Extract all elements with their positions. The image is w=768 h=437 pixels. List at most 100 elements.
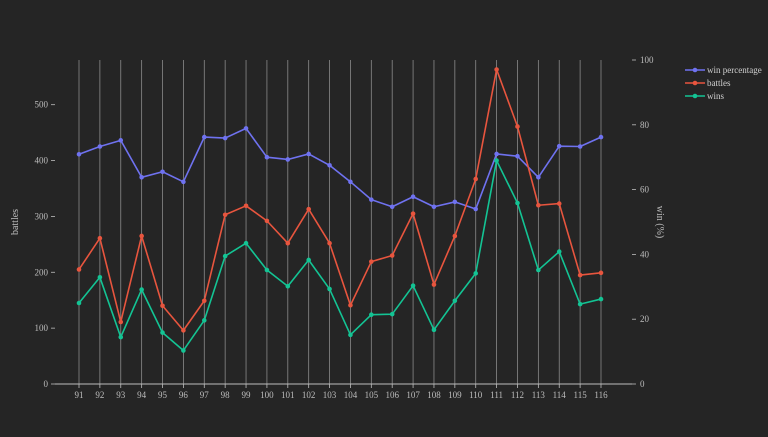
data-point-wins bbox=[181, 348, 186, 353]
x-tick-label: 112 bbox=[511, 390, 524, 400]
data-point-win-percentage bbox=[264, 154, 270, 160]
legend-item-battles: battles bbox=[685, 78, 731, 88]
y-axis-title: battles bbox=[10, 209, 21, 235]
data-point-win-percentage bbox=[536, 174, 541, 180]
data-point-win-percentage bbox=[76, 151, 82, 157]
data-point-battles bbox=[118, 319, 124, 325]
legend-marker-battles bbox=[692, 80, 698, 86]
data-point-wins bbox=[536, 267, 541, 273]
legend-label-wins: wins bbox=[707, 91, 725, 101]
data-point-wins bbox=[556, 249, 562, 254]
series-line-battles bbox=[78, 68, 602, 332]
data-point-wins bbox=[327, 286, 332, 292]
data-point-battles bbox=[431, 282, 437, 287]
series-battles bbox=[76, 67, 604, 333]
data-point-battles bbox=[139, 233, 144, 239]
x-tick-label: 108 bbox=[427, 390, 441, 400]
data-point-wins bbox=[431, 327, 437, 333]
data-point-win-percentage bbox=[222, 135, 228, 141]
data-point-win-percentage bbox=[598, 134, 604, 140]
data-point-wins bbox=[243, 240, 249, 246]
data-point-battles bbox=[389, 253, 395, 258]
data-point-battles bbox=[181, 328, 186, 333]
data-point-wins bbox=[515, 200, 520, 206]
data-point-wins bbox=[285, 283, 291, 289]
y2-tick-label: 100 bbox=[640, 55, 654, 65]
y2-tick-label: 20 bbox=[640, 314, 650, 324]
x-tick-label: 100 bbox=[260, 390, 274, 400]
x-tick-label: 110 bbox=[469, 390, 483, 400]
x-tick-label: 107 bbox=[406, 390, 420, 400]
data-point-battles bbox=[97, 235, 103, 241]
x-tick-label: 99 bbox=[242, 390, 252, 400]
x-tick-label: 92 bbox=[95, 390, 104, 400]
data-point-wins bbox=[410, 283, 416, 288]
y-tick-label: 400 bbox=[35, 156, 49, 166]
legend-marker-wins bbox=[692, 93, 698, 99]
legend-item-wins: wins bbox=[685, 91, 725, 101]
data-point-battles bbox=[369, 259, 374, 264]
data-point-battles bbox=[452, 233, 458, 239]
y2-tick-label: 0 bbox=[640, 379, 645, 389]
data-point-win-percentage bbox=[139, 174, 144, 180]
series-line-win-percentage bbox=[78, 127, 602, 210]
y-tick-label: 300 bbox=[35, 211, 49, 221]
data-point-wins bbox=[264, 267, 270, 273]
data-point-wins bbox=[494, 158, 499, 163]
x-tick-label: 96 bbox=[179, 390, 189, 400]
data-point-win-percentage bbox=[118, 138, 124, 143]
data-point-win-percentage bbox=[285, 157, 291, 162]
data-point-win-percentage bbox=[452, 199, 458, 205]
legend-label-battles: battles bbox=[707, 78, 731, 88]
x-tick-label: 116 bbox=[594, 390, 608, 400]
data-point-win-percentage bbox=[494, 151, 499, 157]
data-point-battles bbox=[327, 240, 332, 246]
data-point-battles bbox=[536, 202, 541, 208]
data-point-wins bbox=[598, 296, 604, 302]
data-point-battles bbox=[515, 124, 520, 129]
data-point-wins bbox=[452, 298, 458, 304]
x-tick-label: 102 bbox=[302, 390, 316, 400]
legend: win percentage battles wins bbox=[685, 65, 762, 101]
data-point-wins bbox=[222, 253, 228, 259]
data-point-battles bbox=[556, 201, 562, 206]
data-point-wins bbox=[118, 334, 124, 340]
data-point-battles bbox=[243, 203, 249, 209]
x-tick-label: 93 bbox=[116, 390, 126, 400]
data-point-win-percentage bbox=[306, 151, 311, 157]
legend-label-win-percentage: win percentage bbox=[707, 65, 762, 75]
data-point-battles bbox=[577, 272, 583, 278]
y-tick-label: 500 bbox=[35, 100, 49, 110]
data-point-battles bbox=[264, 218, 270, 224]
x-tick-label: 109 bbox=[448, 390, 462, 400]
x-tick-label: 111 bbox=[490, 390, 503, 400]
data-point-win-percentage bbox=[556, 143, 562, 149]
data-point-win-percentage bbox=[348, 179, 353, 185]
x-tick-label: 105 bbox=[365, 390, 379, 400]
data-point-win-percentage bbox=[389, 204, 395, 210]
data-point-win-percentage bbox=[473, 206, 479, 212]
legend-marker-win-percentage bbox=[692, 67, 698, 73]
x-tick-label: 115 bbox=[574, 390, 588, 400]
data-point-wins bbox=[369, 312, 374, 318]
x-tick-label: 98 bbox=[221, 390, 231, 400]
data-point-win-percentage bbox=[160, 169, 165, 175]
data-point-wins bbox=[97, 275, 103, 280]
x-tick-label: 97 bbox=[200, 390, 210, 400]
data-point-wins bbox=[201, 318, 207, 323]
x-tick-label: 114 bbox=[553, 390, 567, 400]
data-point-wins bbox=[473, 271, 479, 276]
data-point-win-percentage bbox=[201, 134, 207, 140]
data-point-battles bbox=[348, 302, 353, 308]
x-tick-label: 101 bbox=[281, 390, 295, 400]
x-tick-label: 103 bbox=[323, 390, 337, 400]
data-point-wins bbox=[577, 301, 583, 307]
data-point-win-percentage bbox=[410, 194, 416, 200]
data-point-wins bbox=[139, 287, 144, 292]
y-tick-label: 0 bbox=[44, 379, 49, 389]
data-point-wins bbox=[348, 332, 353, 338]
y2-tick-label: 60 bbox=[640, 185, 650, 195]
data-point-battles bbox=[285, 240, 291, 246]
